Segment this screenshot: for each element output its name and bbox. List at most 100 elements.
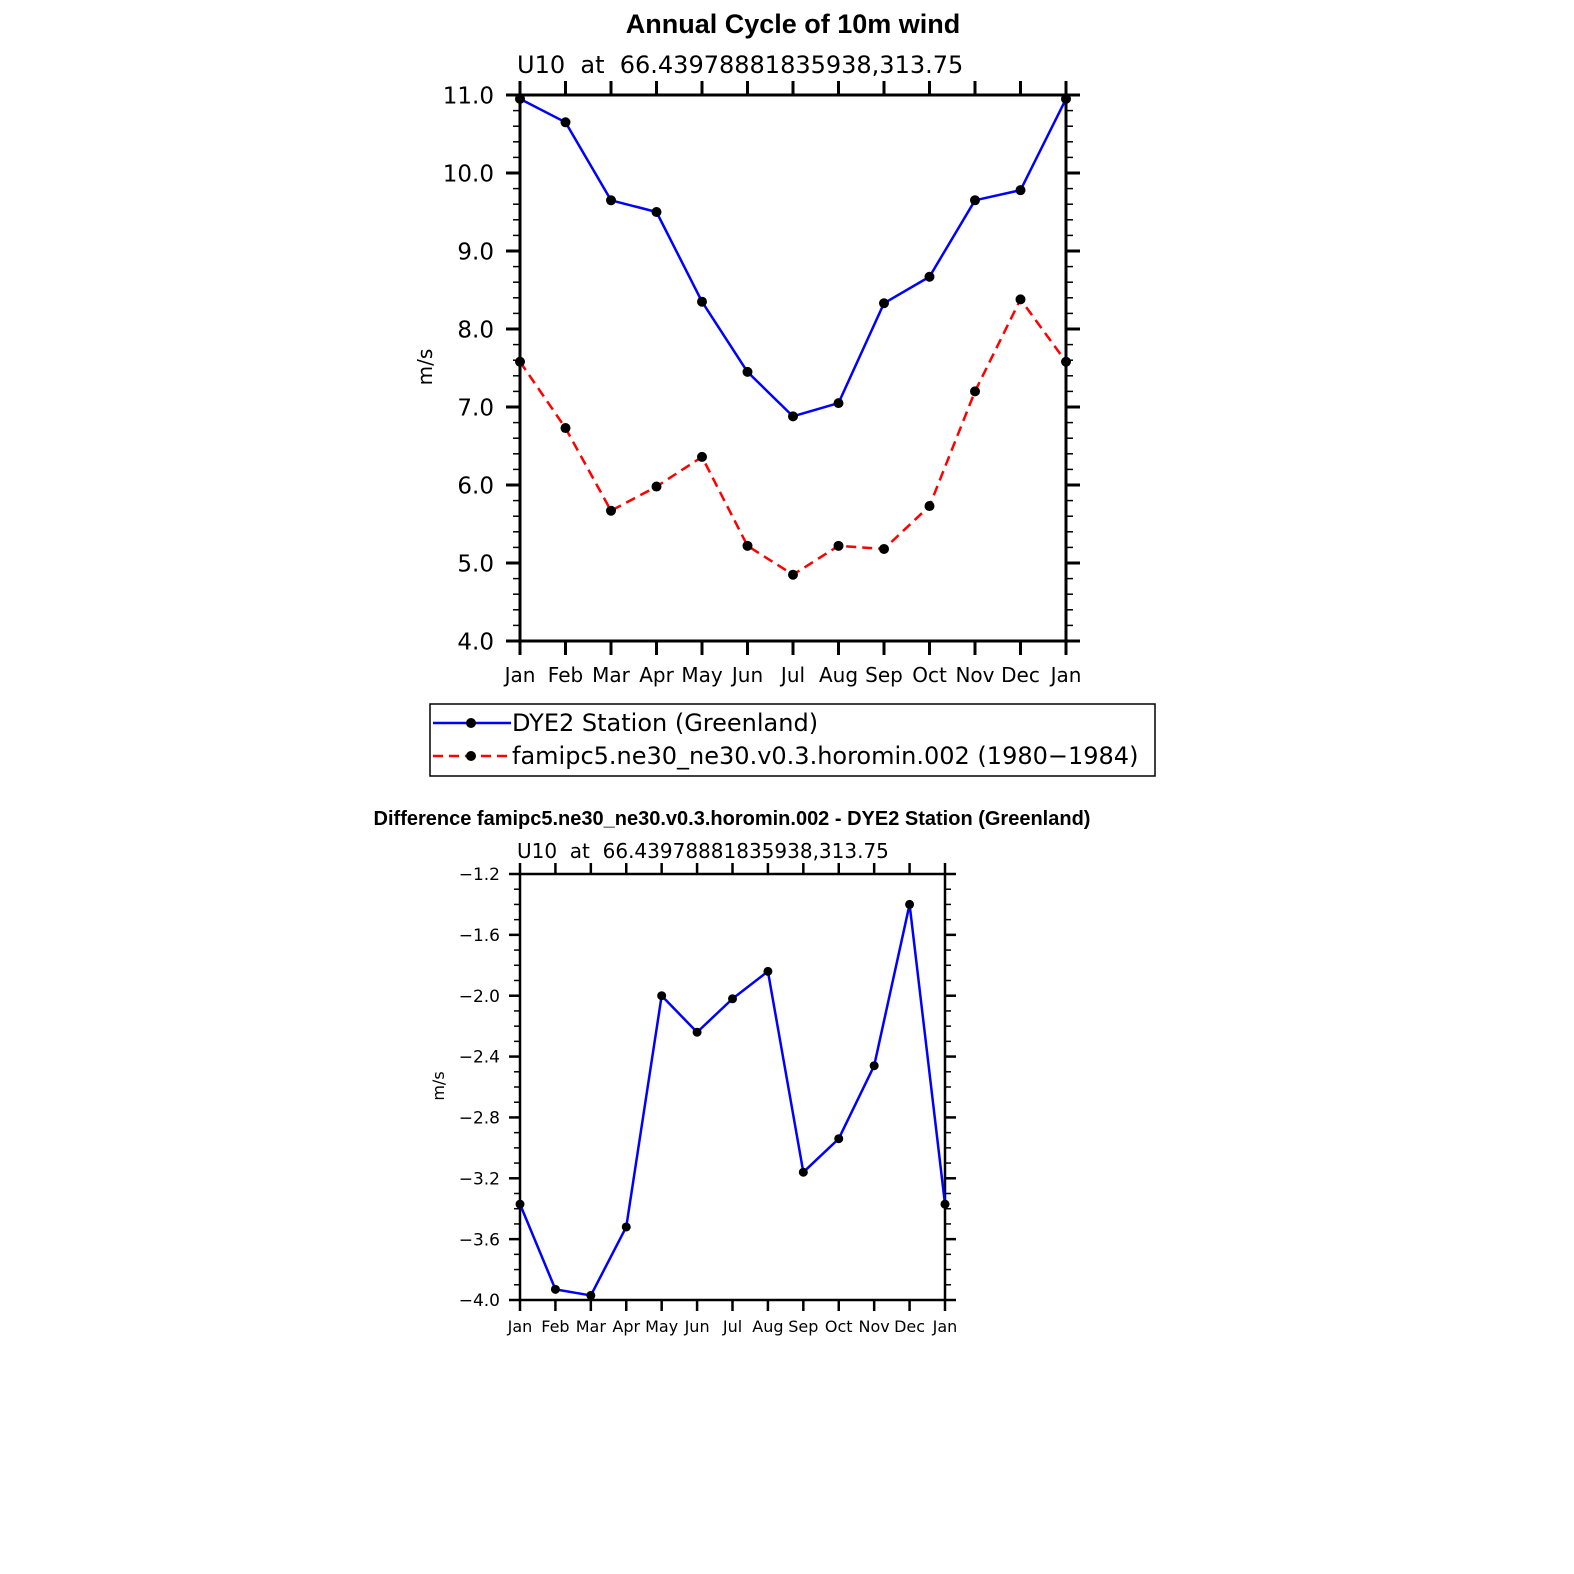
chart2-xtick-label: Oct	[825, 1317, 853, 1336]
chart1-xtick-label: Aug	[819, 663, 858, 687]
chart2-xtick-label: Jan	[932, 1317, 958, 1336]
chart1-series-1-point	[1015, 294, 1026, 305]
chart2-series-0-point	[692, 1027, 702, 1037]
chart2-ytick-label: −2.8	[459, 1109, 500, 1129]
chart2-series-0-point	[940, 1199, 950, 1209]
legend-marker-red	[466, 751, 476, 761]
chart2-series-0-point	[798, 1167, 808, 1177]
chart1-ytick-label: 9.0	[457, 239, 494, 265]
legend-marker-blue	[466, 718, 476, 728]
chart1-ytick-label: 5.0	[457, 551, 494, 577]
chart2-series-0-point	[586, 1290, 596, 1300]
chart1-xtick-label: Jul	[779, 663, 805, 687]
chart1-series-1-point	[560, 423, 571, 434]
chart2-xtick-label: Feb	[541, 1317, 569, 1336]
chart2-series-0-point	[869, 1061, 879, 1071]
chart1-xtick-label: Jan	[1049, 663, 1082, 687]
chart1-series-1-point	[1061, 356, 1071, 367]
legend-label-blue: DYE2 Station (Greenland)	[512, 709, 818, 737]
chart1-series-0-point	[1015, 185, 1026, 196]
chart2-xtick-label: Dec	[894, 1317, 925, 1336]
chart2-ytick-label: −3.2	[459, 1169, 500, 1189]
chart1-frame	[518, 93, 1068, 643]
chart1-series-0-point	[924, 271, 935, 282]
chart1-series-1-point	[606, 505, 616, 516]
chart1-series-0-point	[606, 195, 616, 206]
chart1-xtick-label: Jan	[503, 663, 536, 687]
chart2-ytick-label: −1.2	[459, 865, 500, 885]
chart1-ytick-label: 10.0	[443, 161, 494, 187]
chart2-ytick-label: −1.6	[459, 926, 500, 946]
chart1-series-0-point	[560, 117, 571, 128]
chart2-subtitle: U10 at 66.43978881835938,313.75	[517, 839, 889, 863]
chart2-xtick-label: Jan	[507, 1317, 533, 1336]
chart2-ytick-label: −2.4	[459, 1048, 500, 1068]
chart1-series-0-point	[742, 366, 753, 377]
chart2-series-0-point	[834, 1134, 844, 1144]
chart1-title: Annual Cycle of 10m wind	[626, 9, 961, 39]
chart2-frame	[518, 872, 947, 1302]
chart2-series-0-point	[621, 1222, 631, 1232]
chart2-series-0-point	[905, 899, 915, 909]
chart1-series-1-point	[833, 540, 844, 551]
chart1-series-0-point	[1061, 93, 1071, 104]
chart1-ylabel: m/s	[413, 349, 437, 386]
chart2-xtick-label: Aug	[752, 1317, 783, 1336]
chart1-series-1-point	[788, 569, 798, 580]
chart1-series-1-line	[518, 298, 1068, 576]
chart1-series-0-point	[651, 207, 662, 217]
chart1-series-0-point	[697, 296, 707, 307]
chart1-legend: DYE2 Station (Greenland) famipc5.ne30_ne…	[429, 703, 1156, 777]
chart1-ytick-label: 6.0	[457, 473, 494, 499]
chart1-series-1-point	[697, 451, 707, 462]
chart1-series-0-point	[833, 398, 844, 409]
chart1-subtitle: U10 at 66.43978881835938,313.75	[517, 51, 963, 79]
chart1-series-0-point	[788, 411, 798, 422]
chart1-series-1-point	[515, 356, 525, 367]
chart2-series-0-line	[518, 903, 947, 1297]
chart1-series-0-line	[519, 97, 1068, 418]
chart1-series-1-point	[742, 540, 753, 551]
legend-entry-blue: DYE2 Station (Greenland)	[433, 709, 818, 737]
legend-label-red: famipc5.ne30_ne30.v0.3.horomin.002 (1980…	[512, 742, 1138, 770]
chart1-series-0-point	[879, 298, 889, 309]
chart1-ytick-label: 7.0	[457, 395, 494, 421]
chart1-xtick-label: Nov	[955, 663, 994, 687]
chart2-xtick-label: Nov	[859, 1317, 890, 1336]
chart1-ytick-label: 4.0	[457, 629, 494, 655]
chart1-xtick-label: Feb	[548, 663, 583, 687]
chart2-xtick-label: Mar	[576, 1317, 607, 1336]
chart2-series-0-point	[550, 1284, 560, 1294]
chart2-xtick-label: May	[645, 1317, 678, 1336]
chart2-xtick-label: Apr	[612, 1317, 640, 1336]
legend-box	[429, 703, 1156, 777]
chart2-title: Difference famipc5.ne30_ne30.v0.3.horomi…	[374, 808, 1091, 830]
chart2-ytick-label: −2.0	[459, 987, 500, 1007]
chart2-series-0-point	[657, 991, 667, 1001]
chart2-xtick-label: Jul	[722, 1317, 742, 1336]
chart2-series-0-point	[728, 994, 737, 1004]
chart2-ytick-label: −3.6	[459, 1230, 500, 1250]
chart1-series-1-point	[651, 481, 662, 492]
chart2-series-0-point	[763, 966, 773, 976]
chart1-series-1-point	[970, 386, 980, 397]
chart1-xtick-label: Mar	[592, 663, 631, 687]
chart1-ytick-label: 11.0	[443, 83, 494, 109]
chart1-series-0-point	[970, 195, 980, 206]
chart1-xtick-label: Sep	[865, 663, 903, 687]
chart1-xtick-label: Jun	[730, 663, 763, 687]
chart1-xtick-label: Dec	[1001, 663, 1040, 687]
legend-entry-red: famipc5.ne30_ne30.v0.3.horomin.002 (1980…	[433, 742, 1138, 770]
chart1-xtick-label: Apr	[639, 663, 674, 687]
chart2-ylabel: m/s	[429, 1071, 448, 1100]
chart1-series-1-point	[924, 501, 935, 512]
chart2-ytick-label: −4.0	[459, 1291, 500, 1311]
chart1-ytick-label: 8.0	[457, 317, 494, 343]
chart2-xtick-label: Jun	[684, 1317, 710, 1336]
chart1-series-1-point	[879, 543, 889, 554]
chart2-xtick-label: Sep	[788, 1317, 818, 1336]
chart1-series-0-point	[515, 93, 525, 104]
chart2-series-0-point	[515, 1199, 525, 1209]
chart2-plot: Jan Feb Mar Apr May Jun Jul Aug Sep Oct Nov Dec Jan−…	[459, 863, 958, 1336]
